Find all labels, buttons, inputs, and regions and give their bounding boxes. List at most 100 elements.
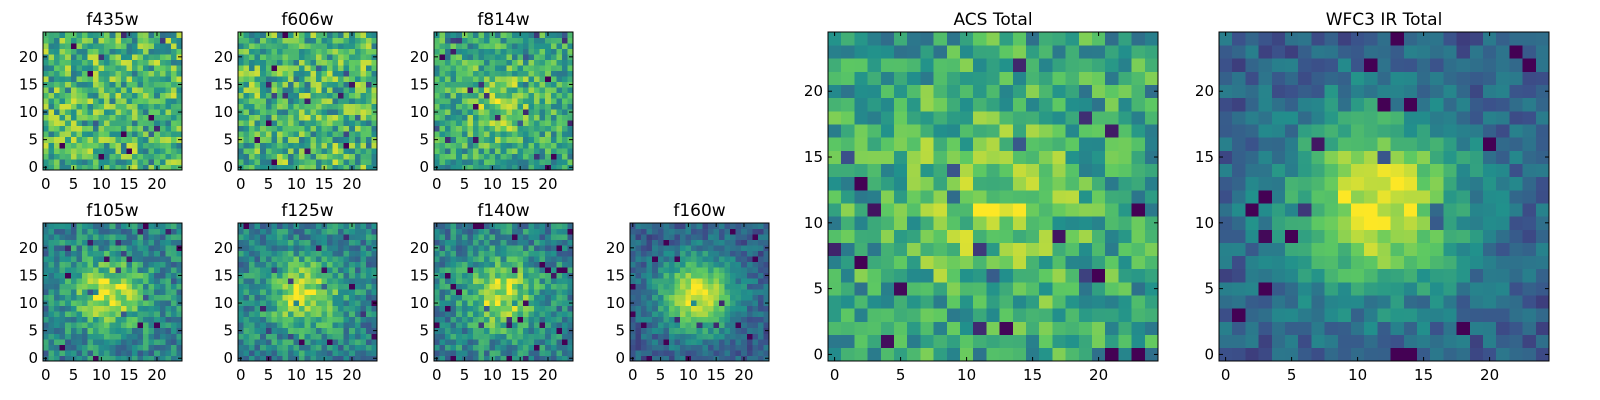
heatmap-cell xyxy=(104,125,111,132)
heatmap-cell xyxy=(450,81,457,88)
heatmap-cell xyxy=(456,256,463,262)
heatmap-cell xyxy=(238,43,244,49)
heatmap-cell xyxy=(48,278,55,285)
heatmap-cell xyxy=(299,300,306,307)
heatmap-cell xyxy=(59,316,66,323)
heatmap-cell xyxy=(763,223,770,229)
heatmap-cell xyxy=(1026,347,1040,362)
heatmap-cell xyxy=(456,311,463,318)
heatmap-cell xyxy=(315,316,322,323)
heatmap-cell xyxy=(561,87,568,94)
heatmap-cell xyxy=(680,316,686,323)
heatmap-cell xyxy=(265,333,272,340)
heatmap-cell xyxy=(365,164,372,171)
heatmap-cell xyxy=(1078,334,1093,349)
heatmap-cell xyxy=(282,103,289,110)
heatmap-cell xyxy=(550,81,557,88)
heatmap-cell xyxy=(126,228,133,235)
heatmap-cell xyxy=(450,283,457,290)
heatmap-cell xyxy=(461,316,468,323)
heatmap-cell xyxy=(249,234,256,240)
heatmap-cell xyxy=(545,103,552,110)
heatmap-cell xyxy=(315,114,322,121)
heatmap-cell xyxy=(70,294,77,301)
heatmap-cell xyxy=(276,65,283,71)
heatmap-cell xyxy=(450,327,457,334)
heatmap-cell xyxy=(489,300,496,307)
heatmap-cell xyxy=(76,245,83,251)
heatmap-cell xyxy=(170,333,177,340)
heatmap-cell xyxy=(271,125,278,132)
heatmap-cell xyxy=(54,87,61,94)
heatmap-cell xyxy=(120,109,127,116)
heatmap-cell xyxy=(349,37,356,44)
heatmap-cell xyxy=(59,59,66,66)
heatmap-cell xyxy=(282,294,289,301)
heatmap-cell xyxy=(461,54,468,60)
heatmap-cell xyxy=(276,228,283,235)
heatmap-cell xyxy=(1144,242,1159,257)
heatmap-cell xyxy=(104,32,111,38)
heatmap-cell xyxy=(920,242,934,257)
heatmap-cell xyxy=(288,136,294,143)
heatmap-cell xyxy=(691,272,698,279)
heatmap-cell xyxy=(326,32,333,38)
heatmap-cell xyxy=(59,239,66,246)
heatmap-cell xyxy=(371,256,378,262)
heatmap-cell xyxy=(534,136,540,143)
heatmap-cell xyxy=(137,158,144,165)
heatmap-cell xyxy=(249,103,256,110)
heatmap-cell xyxy=(249,120,256,127)
heatmap-cell xyxy=(120,333,127,340)
heatmap-cell xyxy=(894,268,908,283)
heatmap-cell xyxy=(434,158,440,165)
heatmap-cell xyxy=(365,54,372,60)
heatmap-cell xyxy=(561,43,568,49)
heatmap-cell xyxy=(1039,347,1053,362)
heatmap-cell xyxy=(657,349,664,356)
heatmap-cell xyxy=(260,147,267,154)
heatmap-cell xyxy=(93,87,99,94)
heatmap-cell xyxy=(349,311,356,318)
heatmap-cell xyxy=(81,120,88,127)
heatmap-cell xyxy=(500,109,507,116)
heatmap-cell xyxy=(545,289,552,296)
heatmap-cell xyxy=(635,272,642,279)
heatmap-cell xyxy=(315,278,322,285)
heatmap-cell xyxy=(282,250,289,257)
heatmap-cell xyxy=(310,125,317,132)
heatmap-cell xyxy=(76,114,83,121)
heatmap-cell xyxy=(534,256,540,262)
heatmap-cell xyxy=(143,164,149,171)
heatmap-cell xyxy=(506,245,513,251)
heatmap-cell xyxy=(70,76,77,83)
heatmap-cell xyxy=(126,344,133,351)
heatmap-cell xyxy=(528,278,535,285)
heatmap-cell xyxy=(567,76,574,83)
heatmap-cell xyxy=(249,305,256,312)
heatmap-cell xyxy=(143,54,149,60)
heatmap-cell xyxy=(332,311,339,318)
heatmap-cell xyxy=(315,300,322,307)
heatmap-cell xyxy=(131,344,138,351)
heatmap-cell xyxy=(343,245,350,251)
heatmap-cell xyxy=(315,142,322,149)
heatmap-cell xyxy=(707,322,714,329)
heatmap-cell xyxy=(439,349,446,356)
heatmap-cell xyxy=(445,305,452,312)
heatmap-cell xyxy=(741,228,748,235)
heatmap-cell xyxy=(365,283,372,290)
heatmap-cell xyxy=(249,338,256,345)
heatmap-cell xyxy=(561,278,568,285)
heatmap-cell xyxy=(148,355,155,362)
heatmap-cell xyxy=(143,245,149,251)
heatmap-cell xyxy=(98,289,105,296)
heatmap-cell xyxy=(260,164,267,171)
heatmap-cell xyxy=(635,245,642,251)
heatmap-cell xyxy=(159,283,166,290)
heatmap-cell xyxy=(120,289,127,296)
heatmap-cell xyxy=(104,103,111,110)
heatmap-cell xyxy=(371,98,378,105)
heatmap-cell xyxy=(450,48,457,55)
heatmap-cell xyxy=(707,305,714,312)
